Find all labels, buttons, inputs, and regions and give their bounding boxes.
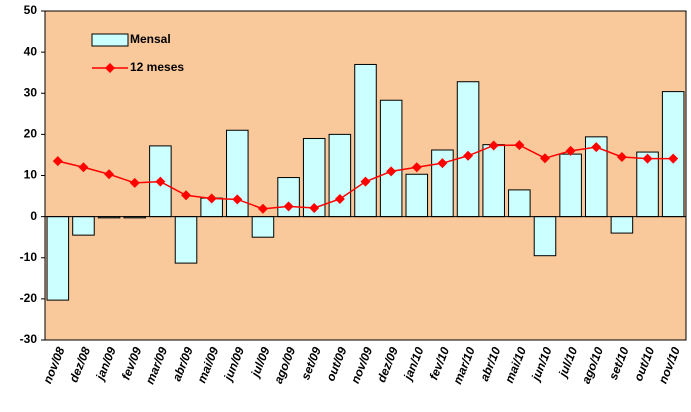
x-tick-label: nov/09 — [348, 345, 375, 386]
bar — [610, 216, 634, 234]
x-tick-label: mar/10 — [450, 345, 478, 386]
bar — [174, 216, 198, 264]
x-tick-label: nov/08 — [40, 345, 67, 386]
x-tick-label: fev/09 — [119, 345, 145, 382]
marker — [52, 156, 63, 167]
x-tick-label: ago/10 — [579, 345, 606, 386]
y-tick-label: 0 — [30, 209, 37, 223]
x-tick-label: set/09 — [298, 345, 324, 382]
marker — [539, 153, 550, 164]
marker — [616, 151, 627, 162]
marker — [668, 153, 679, 164]
x-tick-label: jan/10 — [400, 345, 427, 384]
bar — [72, 216, 95, 236]
legend-marker — [105, 63, 115, 73]
marker — [232, 194, 243, 205]
bar — [379, 99, 403, 218]
marker — [104, 169, 115, 180]
marker — [411, 162, 422, 173]
x-tick-label: set/10 — [606, 345, 632, 382]
bar — [46, 216, 70, 301]
legend-label: Mensal — [130, 32, 171, 46]
marker — [437, 158, 448, 169]
marker — [386, 166, 397, 177]
y-tick-label: -20 — [20, 291, 38, 305]
y-tick-label: 30 — [24, 85, 38, 99]
y-tick-label: 50 — [24, 3, 38, 17]
bar — [354, 63, 377, 218]
x-tick-label: jun/09 — [220, 345, 247, 385]
marker — [334, 193, 345, 204]
marker — [488, 140, 499, 151]
y-tick-label: 10 — [24, 168, 38, 182]
marker — [514, 140, 525, 151]
y-tick-label: 40 — [24, 44, 38, 58]
x-tick-label: abr/09 — [170, 345, 196, 383]
x-tick-label: mai/10 — [502, 345, 529, 385]
legend-swatch — [91, 33, 129, 47]
marker — [78, 162, 89, 173]
x-tick-label: ago/09 — [271, 345, 298, 386]
x-tick-label: fev/10 — [426, 345, 452, 382]
x-tick-label: out/09 — [323, 345, 349, 383]
bar — [328, 133, 352, 218]
marker — [591, 142, 602, 153]
y-tick-label: 20 — [24, 127, 38, 141]
x-tick-label: jan/09 — [92, 345, 119, 384]
y-tick-label: -30 — [20, 332, 38, 346]
marker — [283, 201, 294, 212]
x-tick-label: jun/10 — [528, 345, 555, 385]
marker — [129, 177, 140, 188]
marker — [360, 176, 371, 187]
marker — [309, 202, 320, 213]
bar — [251, 216, 275, 238]
y-tick-label: -10 — [20, 250, 38, 264]
marker — [565, 145, 576, 156]
marker — [155, 176, 166, 187]
x-tick-label: jul/10 — [555, 345, 580, 381]
marker — [206, 193, 217, 204]
bar — [482, 144, 505, 218]
bar — [405, 173, 429, 218]
x-tick-label: jul/09 — [247, 345, 272, 381]
bar — [456, 81, 480, 218]
x-tick-label: out/10 — [631, 345, 657, 383]
bar — [508, 189, 531, 218]
marker — [463, 150, 474, 161]
x-tick-label: mai/09 — [194, 345, 221, 385]
x-tick-label: abr/10 — [477, 345, 503, 383]
x-tick-label: mar/09 — [143, 345, 171, 386]
legend-label: 12 meses — [130, 60, 184, 74]
bar — [533, 216, 557, 257]
x-tick-label: dez/08 — [66, 345, 93, 385]
x-tick-label: nov/10 — [656, 345, 683, 386]
marker — [181, 190, 192, 201]
x-tick-label: dez/09 — [374, 345, 401, 385]
marker — [257, 203, 268, 214]
marker — [642, 153, 653, 164]
bar — [559, 153, 582, 218]
